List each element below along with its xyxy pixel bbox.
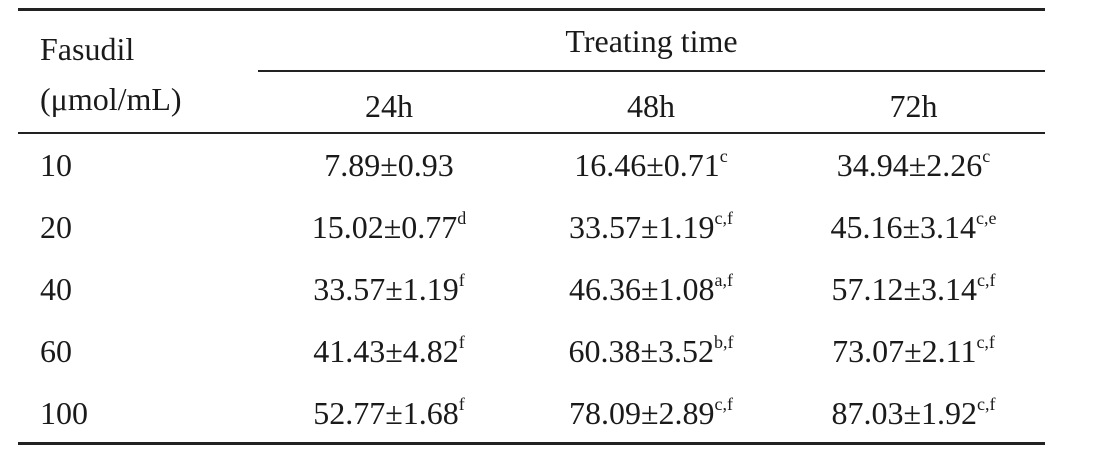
cell-superscript: c,f xyxy=(977,270,996,290)
table-cell: 45.16±3.14c,e xyxy=(782,208,1045,246)
cell-value: 45.16±3.14 xyxy=(830,209,977,245)
group-header: Treating time xyxy=(565,23,738,59)
cell-superscript: c,f xyxy=(714,208,734,228)
cell-value: 33.57±1.19 xyxy=(313,271,459,307)
cell-superscript: c,f xyxy=(976,332,995,352)
cell-value: 33.57±1.19 xyxy=(568,209,715,245)
row-dose: 20 xyxy=(40,209,72,245)
cell-superscript: f xyxy=(458,332,465,352)
table-cell: 41.43±4.82f xyxy=(258,332,520,370)
table-cell: 7.89±0.93 xyxy=(258,146,520,184)
cell-value: 60.38±3.52 xyxy=(568,333,715,369)
cell-superscript: b,f xyxy=(714,332,734,352)
cell-superscript: c,e xyxy=(976,208,997,228)
table-cell: 33.57±1.19f xyxy=(258,270,520,308)
table-cell: 15.02±0.77d xyxy=(258,208,520,246)
row-dose: 40 xyxy=(40,271,72,307)
row-header-name: Fasudil xyxy=(40,31,135,67)
table-cell: 78.09±2.89c,f xyxy=(520,394,782,432)
cell-value: 78.09±2.89 xyxy=(568,395,715,431)
row-header-unit: (μmol/mL) xyxy=(40,81,182,117)
cell-value: 34.94±2.26 xyxy=(836,147,983,183)
cell-superscript: f xyxy=(458,394,465,414)
group-rule xyxy=(258,70,1045,72)
table-cell: 87.03±1.92c,f xyxy=(782,394,1045,432)
cell-value: 46.36±1.08 xyxy=(568,271,715,307)
top-rule xyxy=(18,8,1045,11)
cell-superscript: c,f xyxy=(977,394,996,414)
table-cell: 46.36±1.08a,f xyxy=(520,270,782,308)
row-dose: 100 xyxy=(40,395,88,431)
cell-superscript: f xyxy=(458,270,465,290)
cell-value: 73.07±2.11 xyxy=(832,333,977,369)
table-cell: 34.94±2.26c xyxy=(782,146,1045,184)
table-cell: 73.07±2.11c,f xyxy=(782,332,1045,370)
cell-value: 15.02±0.77 xyxy=(311,209,458,245)
cell-value: 41.43±4.82 xyxy=(313,333,459,369)
row-dose: 60 xyxy=(40,333,72,369)
header-rule xyxy=(18,132,1045,134)
cell-superscript: c,f xyxy=(714,394,734,414)
cell-superscript: c xyxy=(719,146,728,166)
row-dose: 10 xyxy=(40,147,72,183)
table-cell: 57.12±3.14c,f xyxy=(782,270,1045,308)
table-cell: 52.77±1.68f xyxy=(258,394,520,432)
cell-superscript: c xyxy=(982,146,991,166)
cell-value: 87.03±1.92 xyxy=(831,395,978,431)
bottom-rule xyxy=(18,442,1045,445)
table-cell: 33.57±1.19c,f xyxy=(520,208,782,246)
cell-superscript: d xyxy=(457,208,467,228)
table-cell: 16.46±0.71c xyxy=(520,146,782,184)
cell-value: 57.12±3.14 xyxy=(831,271,978,307)
column-header-24h: 24h xyxy=(365,88,413,124)
cell-value: 16.46±0.71 xyxy=(574,147,720,183)
cell-value: 52.77±1.68 xyxy=(313,395,459,431)
cell-value: 7.89±0.93 xyxy=(324,147,454,183)
cell-superscript: a,f xyxy=(714,270,734,290)
column-header-72h: 72h xyxy=(889,88,938,124)
table-cell: 60.38±3.52b,f xyxy=(520,332,782,370)
column-header-48h: 48h xyxy=(627,88,675,124)
